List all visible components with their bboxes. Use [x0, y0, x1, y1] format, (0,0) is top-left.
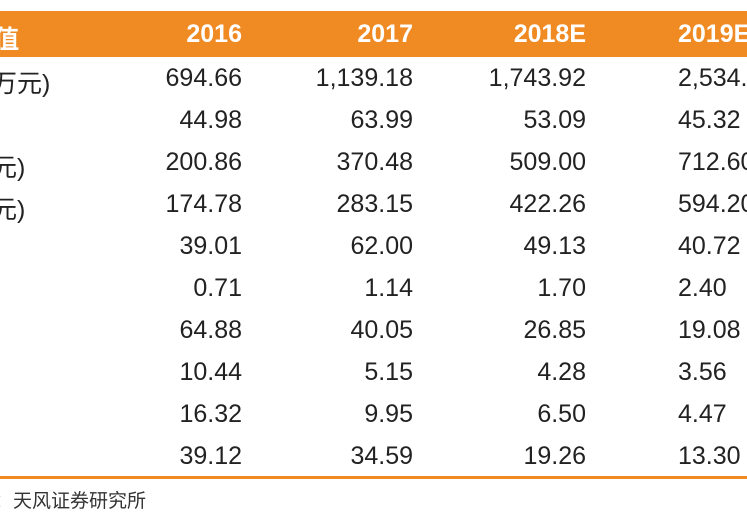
- cell-2017: 5.15: [364, 358, 413, 386]
- header-label: 值: [0, 26, 20, 54]
- cell-2019e: 4.47: [678, 400, 727, 428]
- cell-2019e: 45.32: [678, 106, 741, 134]
- row-label: 万元): [0, 70, 51, 98]
- cell-2017: 9.95: [364, 400, 413, 428]
- cell-2017: 283.15: [336, 190, 413, 218]
- cell-2019e: 13.30: [678, 442, 741, 470]
- table-row: 44.98 63.99 53.09 45.32: [0, 99, 747, 141]
- table-bottom-rule: [0, 476, 747, 479]
- cell-2018e: 19.26: [523, 442, 586, 470]
- cell-2018e: 49.13: [523, 232, 586, 260]
- financial-table: 值 2016 2017 2018E 2019E 万元) 694.66 1,139…: [0, 11, 747, 477]
- cell-2018e: 6.50: [537, 400, 586, 428]
- header-year-2018e: 2018E: [513, 20, 586, 48]
- cell-2017: 63.99: [350, 106, 413, 134]
- cell-2019e: 2.40: [678, 274, 727, 302]
- cell-2016: 16.32: [179, 400, 242, 428]
- cell-2017: 34.59: [350, 442, 413, 470]
- cell-2019e: 2,534.33: [678, 64, 747, 92]
- cell-2018e: 26.85: [523, 316, 586, 344]
- cell-2016: 694.66: [165, 64, 242, 92]
- table-row: 10.44 5.15 4.28 3.56: [0, 351, 747, 393]
- header-year-2016: 2016: [186, 20, 242, 48]
- table-row: 39.01 62.00 49.13 40.72: [0, 225, 747, 267]
- cell-2016: 39.12: [179, 442, 242, 470]
- row-label: 元): [0, 154, 26, 182]
- cell-2018e: 509.00: [509, 148, 586, 176]
- table-row: 元) 174.78 283.15 422.26 594.20: [0, 183, 747, 225]
- row-label: 元): [0, 196, 26, 224]
- header-year-2017: 2017: [357, 20, 413, 48]
- cell-2019e: 3.56: [678, 358, 727, 386]
- table-row: 64.88 40.05 26.85 19.08: [0, 309, 747, 351]
- cell-2016: 39.01: [179, 232, 242, 260]
- header-year-2019e: 2019E: [678, 20, 747, 48]
- table-row: 元) 200.86 370.48 509.00 712.60: [0, 141, 747, 183]
- cell-2016: 44.98: [179, 106, 242, 134]
- table-header: 值 2016 2017 2018E 2019E: [0, 11, 747, 57]
- table-row: 0.71 1.14 1.70 2.40: [0, 267, 747, 309]
- cell-2017: 370.48: [336, 148, 413, 176]
- cell-2019e: 19.08: [678, 316, 741, 344]
- source-note: ：天风证券研究所: [0, 491, 147, 512]
- cell-2016: 174.78: [165, 190, 242, 218]
- cell-2016: 64.88: [179, 316, 242, 344]
- table-row: 39.12 34.59 19.26 13.30: [0, 435, 747, 477]
- cell-2018e: 1,743.92: [488, 64, 586, 92]
- table-row: 16.32 9.95 6.50 4.47: [0, 393, 747, 435]
- cell-2019e: 40.72: [678, 232, 741, 260]
- cell-2017: 1.14: [364, 274, 413, 302]
- cell-2018e: 4.28: [537, 358, 586, 386]
- cell-2019e: 712.60: [678, 148, 747, 176]
- cell-2018e: 422.26: [509, 190, 586, 218]
- cell-2017: 1,139.18: [315, 64, 413, 92]
- table-row: 万元) 694.66 1,139.18 1,743.92 2,534.33: [0, 57, 747, 99]
- cell-2017: 40.05: [350, 316, 413, 344]
- cell-2019e: 594.20: [678, 190, 747, 218]
- cell-2018e: 53.09: [523, 106, 586, 134]
- cell-2016: 10.44: [179, 358, 242, 386]
- cell-2018e: 1.70: [537, 274, 586, 302]
- cell-2016: 0.71: [193, 274, 242, 302]
- cell-2017: 62.00: [350, 232, 413, 260]
- cell-2016: 200.86: [165, 148, 242, 176]
